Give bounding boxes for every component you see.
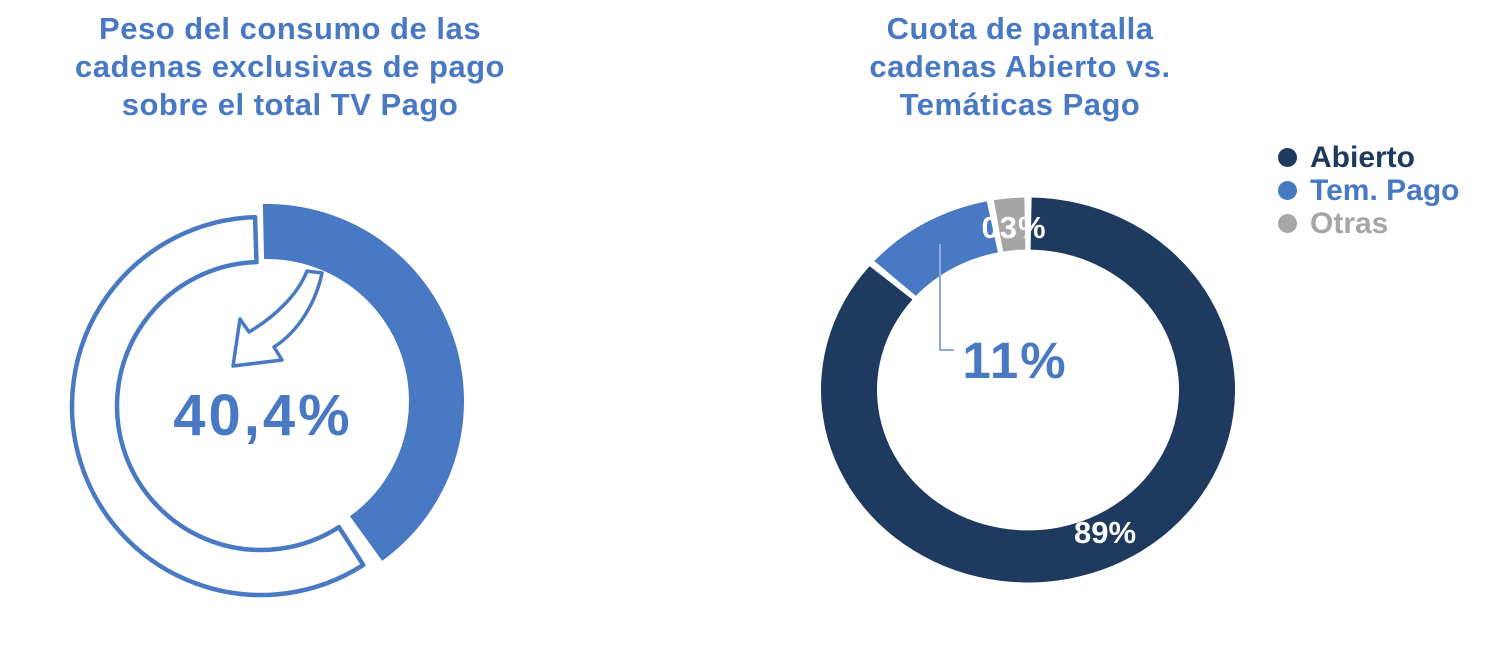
title-line: Cuota de pantalla bbox=[886, 11, 1154, 46]
title-line: cadenas exclusivas de pago bbox=[75, 49, 505, 84]
legend-bullet-icon bbox=[1278, 181, 1297, 200]
slice-otras bbox=[993, 197, 1026, 252]
title-line: sobre el total TV Pago bbox=[121, 87, 459, 122]
legend-label: Abierto bbox=[1310, 140, 1415, 174]
title-line: cadenas Abierto vs. bbox=[869, 49, 1171, 84]
title-line: Peso del consumo de las bbox=[99, 11, 481, 46]
legend-item-abierto: Abierto bbox=[1278, 140, 1459, 174]
legend-label: Otras bbox=[1310, 206, 1389, 240]
legend: Abierto Tem. Pago Otras bbox=[1278, 140, 1460, 240]
left-donut-filled-arc bbox=[262, 203, 465, 561]
legend-bullet-icon bbox=[1278, 214, 1297, 233]
abierto-value-label: 89% bbox=[1073, 515, 1137, 550]
legend-bullet-icon bbox=[1278, 148, 1297, 167]
otras-value-label: 03% bbox=[981, 210, 1047, 245]
right-chart-title: Cuota de pantalla cadenas Abierto vs. Te… bbox=[800, 10, 1240, 124]
decrease-arrow-icon bbox=[231, 269, 324, 368]
legend-item-otras: Otras bbox=[1278, 206, 1459, 240]
tem-pago-callout-line bbox=[939, 244, 954, 351]
left-donut-outline-ring bbox=[69, 214, 366, 598]
left-donut-center-value: 40,4% bbox=[173, 383, 353, 448]
legend-label: Tem. Pago bbox=[1310, 173, 1460, 207]
slice-tem-pago bbox=[874, 201, 998, 296]
tem-pago-value-label: 11% bbox=[962, 332, 1068, 389]
title-line: Temáticas Pago bbox=[899, 87, 1141, 122]
left-chart-title: Peso del consumo de las cadenas exclusiv… bbox=[20, 10, 560, 124]
legend-item-tem-pago: Tem. Pago bbox=[1278, 173, 1460, 207]
